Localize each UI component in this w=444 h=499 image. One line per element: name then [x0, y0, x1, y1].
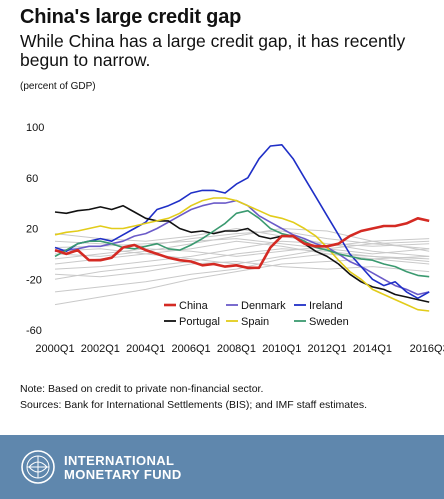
x-tick-label: 2002Q1: [81, 343, 120, 355]
x-tick-label: 2006Q1: [171, 343, 210, 355]
x-tick-label: 2004Q1: [126, 343, 165, 355]
background-series-line-6: [54, 240, 430, 265]
y-tick-label: 20: [26, 224, 38, 236]
legend-label-denmark: Denmark: [241, 300, 286, 312]
y-tick-label: 100: [26, 122, 44, 134]
series-line-spain: [54, 197, 430, 312]
background-series-line-16: [54, 260, 430, 278]
background-series-line-13: [54, 255, 430, 306]
background-series-line-9: [54, 253, 430, 293]
x-tick-label: 2014Q1: [353, 343, 392, 355]
series-line-ireland: [54, 144, 430, 300]
legend-label-spain: Spain: [241, 316, 269, 328]
legend-label-sweden: Sweden: [309, 316, 349, 328]
y-tick-label: 60: [26, 173, 38, 185]
legend-label-portugal: Portugal: [179, 316, 220, 328]
background-series-line-11: [54, 240, 430, 270]
legend-label-ireland: Ireland: [309, 300, 343, 312]
imf-seal-icon: [21, 450, 55, 484]
org-name-line2: MONETARY FUND: [64, 467, 182, 482]
x-tick-label: 2010Q1: [262, 343, 301, 355]
y-tick-label: -20: [26, 274, 42, 286]
legend-label-china: China: [179, 300, 209, 312]
sources-note: Sources: Bank for International Settleme…: [20, 399, 368, 411]
x-tick-label: 2008Q1: [217, 343, 256, 355]
org-name: INTERNATIONAL MONETARY FUND: [64, 454, 182, 482]
imf-footer: INTERNATIONAL MONETARY FUND: [0, 435, 444, 499]
y-tick-label: -60: [26, 325, 42, 337]
footnote: Note: Based on credit to private non-fin…: [20, 383, 264, 395]
series-line-china: [54, 217, 430, 270]
background-series-line-14: [54, 238, 430, 260]
org-name-line1: INTERNATIONAL: [64, 453, 175, 468]
unit-label: (percent of GDP): [20, 81, 96, 92]
x-axis: 2000Q1 2002Q1 2004Q1 2006Q1 2008Q1 2010Q1 2012…: [35, 343, 444, 355]
x-tick-label: 2000Q1: [35, 343, 74, 355]
x-tick-label: 2016Q3: [410, 343, 444, 355]
chart-title: China's large credit gap: [20, 6, 242, 28]
chart-subtitle: While China has a large credit gap, it h…: [20, 31, 406, 70]
y-axis: -60 -20 20 60 100: [26, 122, 44, 337]
legend: China Denmark Ireland Portugal Spain Sweden: [164, 300, 349, 328]
series-line-sweden: [54, 209, 430, 278]
x-tick-label: 2012Q1: [308, 343, 347, 355]
country-series-group: [54, 144, 430, 312]
background-series-line-7: [54, 248, 430, 280]
